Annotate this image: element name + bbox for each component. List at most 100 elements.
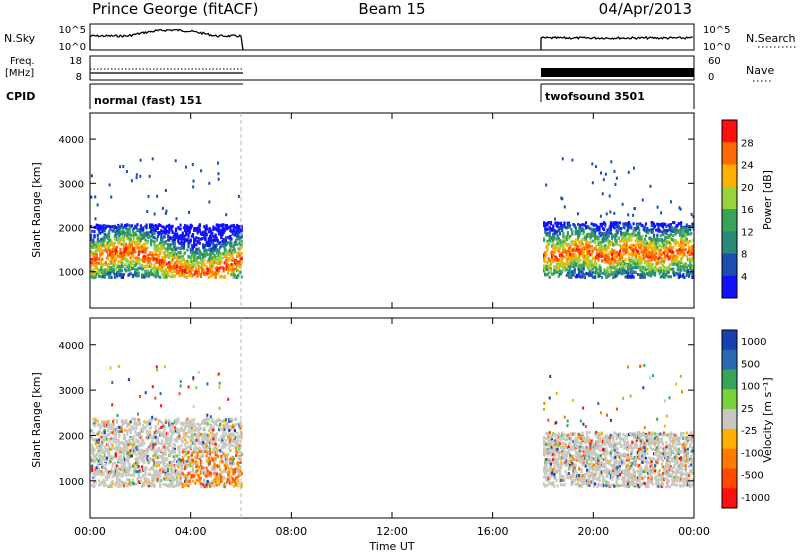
- scatter-cell: [112, 471, 114, 474]
- scatter-cell: [680, 269, 682, 272]
- scatter-cell: [551, 251, 553, 254]
- scatter-cell: [149, 235, 151, 238]
- scatter-cell: [207, 253, 209, 256]
- scatter-cell: [167, 432, 169, 435]
- scatter-cell: [146, 478, 148, 481]
- scatter-cell: [544, 260, 546, 263]
- scatter-cell: [216, 243, 218, 246]
- scatter-cell: [110, 485, 112, 488]
- scatter-cell: [177, 247, 179, 250]
- scatter-outlier: [628, 171, 630, 174]
- scatter-cell: [169, 421, 171, 424]
- scatter-cell: [563, 223, 565, 226]
- scatter-cell: [237, 230, 239, 233]
- scatter-outlier: [90, 196, 92, 199]
- scatter-cell: [606, 267, 608, 270]
- scatter-cell: [146, 224, 148, 227]
- scatter-outlier: [208, 182, 210, 185]
- ytick-label: 3000: [59, 179, 84, 190]
- scatter-cell: [623, 226, 625, 229]
- scatter-cell: [167, 476, 169, 479]
- scatter-cell: [647, 231, 649, 234]
- scatter-cell: [186, 239, 188, 242]
- scatter-outlier: [91, 174, 93, 177]
- scatter-outlier: [94, 195, 96, 198]
- scatter-cell: [166, 457, 168, 460]
- cpid-segment-twofsound: twofsound 3501: [545, 90, 645, 103]
- scatter-cell: [153, 477, 155, 480]
- scatter-cell: [115, 481, 117, 484]
- scatter-cell: [146, 467, 148, 470]
- scatter-cell: [594, 230, 596, 233]
- scatter-cell: [159, 431, 161, 434]
- scatter-cell: [561, 229, 563, 232]
- scatter-cell: [672, 268, 674, 271]
- scatter-cell: [140, 470, 142, 473]
- scatter-cell: [138, 246, 140, 249]
- scatter-cell: [689, 228, 691, 231]
- scatter-cell: [173, 270, 175, 273]
- scatter-cell: [92, 432, 94, 435]
- scatter-cell: [106, 448, 108, 451]
- scatter-cell: [563, 262, 565, 265]
- scatter-cell: [183, 246, 185, 249]
- scatter-cell: [627, 246, 629, 249]
- scatter-outlier: [200, 169, 202, 172]
- scatter-cell: [158, 247, 160, 250]
- scatter-cell: [634, 259, 636, 262]
- scatter-cell: [159, 474, 161, 477]
- scatter-cell: [180, 251, 182, 254]
- scatter-cell: [663, 267, 665, 270]
- scatter-cell: [103, 263, 105, 266]
- scatter-cell: [107, 257, 109, 260]
- scatter-cell: [549, 276, 551, 279]
- scatter-cell: [592, 276, 594, 279]
- scatter-cell: [606, 253, 608, 256]
- scatter-cell: [178, 242, 180, 245]
- scatter-cell: [168, 231, 170, 234]
- scatter-cell: [683, 253, 685, 256]
- scatter-cell: [186, 476, 188, 479]
- scatter-cell: [163, 246, 165, 249]
- colorbar-swatch: [722, 142, 737, 165]
- scatter-cell: [686, 255, 688, 258]
- scatter-cell: [163, 483, 165, 486]
- scatter-cell: [100, 470, 102, 473]
- scatter-cell: [141, 465, 143, 468]
- scatter-cell: [121, 428, 123, 431]
- scatter-cell: [215, 233, 217, 236]
- scatter-cell: [597, 240, 599, 243]
- scatter-cell: [141, 264, 143, 267]
- scatter-cell: [659, 229, 661, 232]
- scatter-cell: [218, 270, 220, 273]
- scatter-cell: [668, 256, 670, 259]
- scatter-outlier: [152, 157, 154, 160]
- scatter-cell: [158, 427, 160, 430]
- scatter-cell: [216, 248, 218, 251]
- scatter-cell: [558, 222, 560, 225]
- scatter-cell: [673, 262, 675, 265]
- scatter-cell: [138, 274, 140, 277]
- scatter-cell: [220, 261, 222, 264]
- scatter-cell: [569, 235, 571, 238]
- scatter-cell: [165, 469, 167, 472]
- scatter-cell: [219, 256, 221, 259]
- scatter-cell: [184, 466, 186, 469]
- scatter-cell: [623, 265, 625, 268]
- freq-label-line1: Freq.: [10, 56, 35, 67]
- scatter-cell: [136, 470, 138, 473]
- scatter-cell: [164, 428, 166, 431]
- scatter-cell: [104, 229, 106, 232]
- scatter-cell: [190, 272, 192, 275]
- scatter-cell: [589, 269, 591, 272]
- scatter-cell: [122, 254, 124, 257]
- scatter-cell: [123, 484, 125, 487]
- scatter-cell: [582, 243, 584, 246]
- scatter-cell: [158, 256, 160, 259]
- scatter-cell: [230, 245, 232, 248]
- colorbar-swatch: [722, 120, 737, 143]
- scatter-cell: [603, 252, 605, 255]
- scatter-cell: [604, 258, 606, 261]
- scatter-cell: [124, 429, 126, 432]
